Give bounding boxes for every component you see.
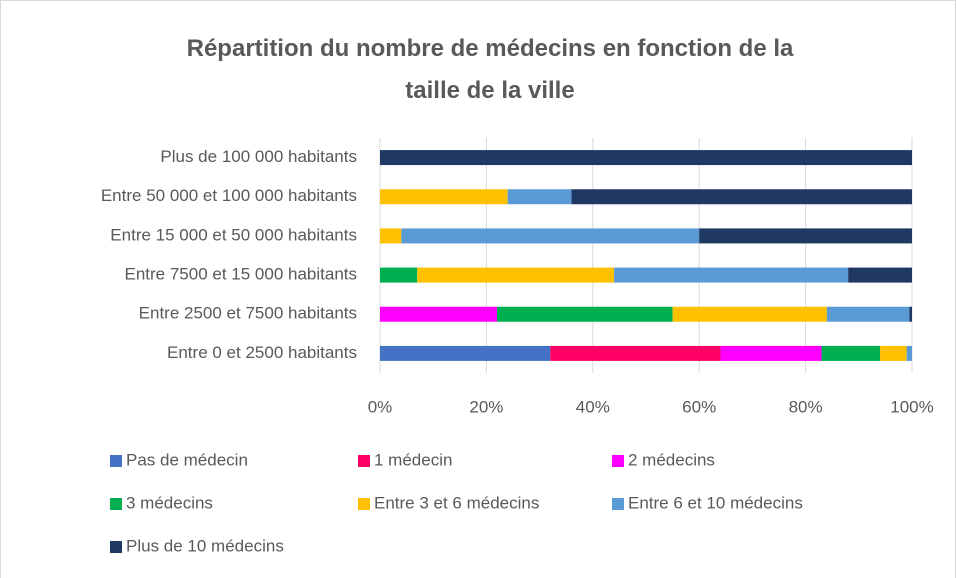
bar-segment bbox=[880, 345, 907, 361]
bar-segment bbox=[380, 228, 402, 244]
bar-segment bbox=[571, 189, 912, 205]
bar-segment bbox=[909, 306, 912, 322]
legend-swatch bbox=[358, 498, 370, 510]
bar-segment bbox=[699, 228, 912, 244]
legend-label: Entre 6 et 10 médecins bbox=[628, 493, 803, 512]
y-tick-label: Entre 7500 et 15 000 habitants bbox=[124, 265, 357, 284]
legend-swatch bbox=[110, 498, 122, 510]
bar-segment bbox=[380, 267, 418, 283]
bar-segment bbox=[906, 345, 912, 361]
bar-segment bbox=[497, 306, 673, 322]
legend-swatch bbox=[612, 498, 624, 510]
bar-segment bbox=[720, 345, 822, 361]
x-tick-label: 40% bbox=[576, 397, 610, 416]
y-tick-label: Entre 0 et 2500 habitants bbox=[167, 343, 357, 362]
legend-swatch bbox=[110, 541, 122, 553]
bar-segment bbox=[417, 267, 615, 283]
bar-segment bbox=[380, 306, 498, 322]
legend-swatch bbox=[110, 455, 122, 467]
bar-segment bbox=[380, 345, 551, 361]
legend-swatch bbox=[612, 455, 624, 467]
bar-segment bbox=[614, 267, 849, 283]
y-tick-label: Entre 2500 et 7500 habitants bbox=[139, 304, 357, 323]
bar-segment bbox=[507, 189, 572, 205]
bar-segment bbox=[672, 306, 827, 322]
legend-label: 3 médecins bbox=[126, 493, 213, 512]
x-tick-label: 80% bbox=[789, 397, 823, 416]
bar-segment bbox=[401, 228, 700, 244]
bar-segment bbox=[826, 306, 910, 322]
bar-segment bbox=[550, 345, 721, 361]
x-tick-label: 20% bbox=[469, 397, 503, 416]
legend-label: Pas de médecin bbox=[126, 450, 248, 469]
legend-label: Entre 3 et 6 médecins bbox=[374, 493, 539, 512]
bar-segment bbox=[821, 345, 881, 361]
legend-label: Plus de 10 médecins bbox=[126, 536, 284, 555]
bar-segment bbox=[380, 189, 508, 205]
y-tick-label: Entre 15 000 et 50 000 habitants bbox=[110, 225, 357, 244]
bar-segment bbox=[848, 267, 912, 283]
x-tick-label: 100% bbox=[890, 397, 933, 416]
x-tick-label: 60% bbox=[682, 397, 716, 416]
legend-swatch bbox=[358, 455, 370, 467]
x-tick-label: 0% bbox=[368, 397, 393, 416]
y-tick-label: Plus de 100 000 habitants bbox=[160, 147, 357, 166]
legend-label: 2 médecins bbox=[628, 450, 715, 469]
legend-label: 1 médecin bbox=[374, 450, 452, 469]
bar-segment bbox=[380, 150, 912, 166]
y-tick-label: Entre 50 000 et 100 000 habitants bbox=[101, 186, 357, 205]
chart-title: Répartition du nombre de médecins en fon… bbox=[186, 35, 794, 104]
